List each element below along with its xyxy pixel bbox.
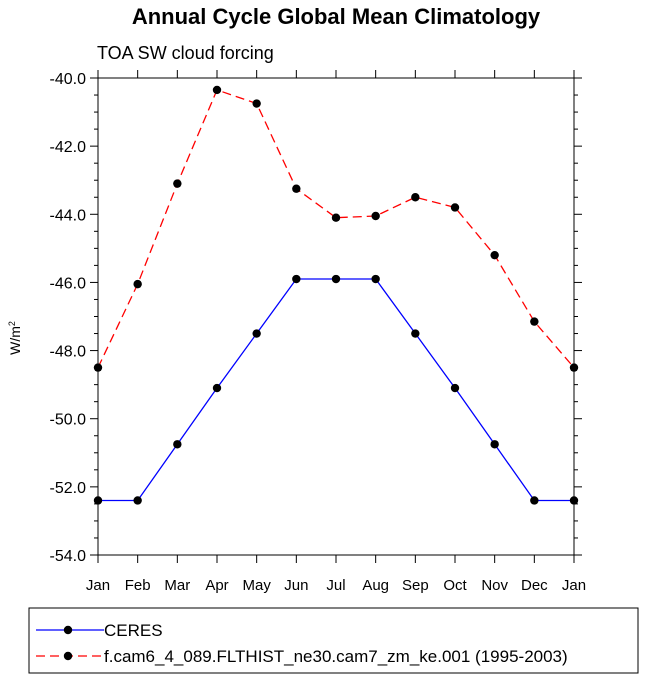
plot-frame xyxy=(97,77,575,556)
y-tick-label: -46.0 xyxy=(50,275,87,292)
x-tick-label: Jun xyxy=(284,577,308,594)
series-line xyxy=(98,278,574,502)
legend-marker xyxy=(63,651,73,661)
series-layer xyxy=(93,85,579,505)
y-tick-label: -40.0 xyxy=(50,71,87,88)
data-point xyxy=(490,440,499,449)
series-1 xyxy=(93,274,579,505)
data-point xyxy=(371,211,380,221)
y-tick-label: -52.0 xyxy=(50,480,87,497)
chart-subtitle: TOA SW cloud forcing xyxy=(97,43,274,63)
y-tick-label: -50.0 xyxy=(50,412,87,429)
y-tick-label: -42.0 xyxy=(50,139,87,156)
legend-entry-1: CERES xyxy=(36,621,163,640)
y-axis-label-sup: 2 xyxy=(7,321,17,326)
legend-entries: CERES f.cam6_4_089.FLTHIST_ne30.cam7_zm_k… xyxy=(36,621,568,666)
legend-marker xyxy=(63,625,73,635)
legend-label: f.cam6_4_089.FLTHIST_ne30.cam7_zm_ke.001… xyxy=(104,647,568,666)
data-point xyxy=(252,329,261,338)
legend-entry-2: f.cam6_4_089.FLTHIST_ne30.cam7_zm_ke.001… xyxy=(36,647,568,666)
chart-title: Annual Cycle Global Mean Climatology xyxy=(132,4,541,29)
x-tick-label: Dec xyxy=(521,577,548,594)
data-point xyxy=(371,274,380,284)
data-point xyxy=(133,496,142,505)
series-2 xyxy=(93,85,579,372)
x-tick-label: Jul xyxy=(326,577,345,594)
y-tick-label: -54.0 xyxy=(50,548,87,565)
x-tick-label: Apr xyxy=(205,577,228,594)
data-point xyxy=(450,383,460,393)
data-point xyxy=(411,193,420,202)
data-point xyxy=(173,179,182,188)
x-tick-label: May xyxy=(242,577,271,594)
data-point xyxy=(292,274,301,284)
y-tick-label: -48.0 xyxy=(50,344,87,361)
x-tick-label: Nov xyxy=(481,577,508,594)
x-tick-label: Oct xyxy=(443,577,467,594)
x-tick-label: Feb xyxy=(125,577,151,594)
x-tick-label: Sep xyxy=(402,577,429,594)
x-tick-label: Aug xyxy=(362,577,389,594)
data-point xyxy=(252,99,261,108)
y-axis-label: W/m2 xyxy=(7,321,23,355)
data-point xyxy=(93,363,103,372)
x-tick-label: Mar xyxy=(164,577,190,594)
series-line xyxy=(97,89,575,369)
data-point xyxy=(490,250,499,260)
x-tick-labels: Jan Feb Mar Apr May Jun Jul Aug Sep Oct Nov Dec Jan xyxy=(86,577,586,594)
data-point xyxy=(133,279,142,289)
data-point xyxy=(569,363,579,372)
data-point xyxy=(292,184,301,193)
data-point xyxy=(530,496,539,505)
legend-box xyxy=(28,607,639,674)
data-point xyxy=(212,85,222,95)
axis-ticks xyxy=(90,70,582,563)
data-point xyxy=(173,440,182,449)
y-tick-labels: -40.0 -42.0 -44.0 -46.0 -48.0 -50.0 -52.0 -54.0 xyxy=(50,71,87,565)
data-point xyxy=(411,329,420,338)
data-point xyxy=(569,496,579,505)
data-point xyxy=(331,274,341,284)
data-point xyxy=(331,213,341,222)
data-point xyxy=(450,203,460,212)
x-tick-label: Jan xyxy=(562,577,586,594)
data-point xyxy=(93,496,103,505)
y-tick-label: -44.0 xyxy=(50,207,87,224)
x-tick-label: Jan xyxy=(86,577,110,594)
data-point xyxy=(530,317,539,326)
legend: CERES f.cam6_4_089.FLTHIST_ne30.cam7_zm_k… xyxy=(28,607,639,674)
data-point xyxy=(212,383,222,393)
plot-border xyxy=(97,77,575,556)
legend-label: CERES xyxy=(104,621,163,640)
